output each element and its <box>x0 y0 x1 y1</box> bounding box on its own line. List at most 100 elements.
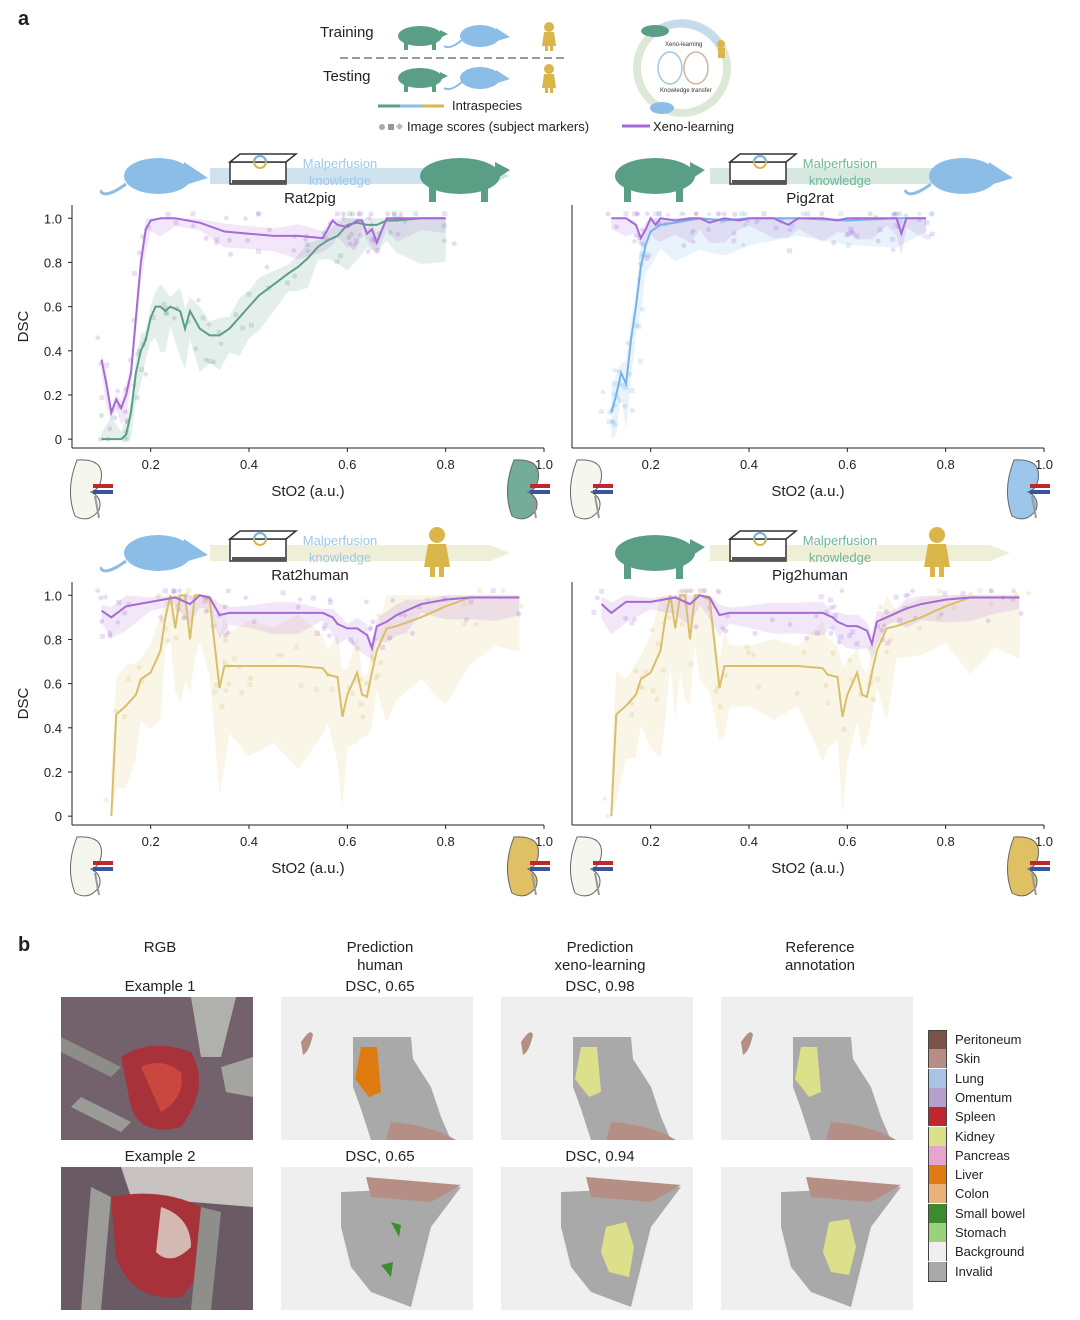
intraspecies-line <box>610 594 1020 817</box>
dsc-ex1-xeno: DSC, 0.98 <box>565 978 635 995</box>
score-marker <box>605 211 611 217</box>
chart-rat2pig: 0 0.2 0.4 0.6 0.8 1.0 0.2 0.4 0.6 0.8 1.0 StO2 (a.u… <box>15 205 553 520</box>
column-header-line: human <box>357 957 403 974</box>
intraspecies-line <box>101 217 446 441</box>
legend-item-kidney: Kidney <box>928 1126 1068 1146</box>
legend-item-liver: Liver <box>928 1165 1068 1185</box>
score-marker <box>255 211 262 217</box>
score-marker <box>142 371 149 378</box>
transfer-header-graphic: Malperfusion knowledge <box>615 153 1013 202</box>
score-marker <box>831 240 837 246</box>
legend-item-stomach: Stomach <box>928 1223 1068 1242</box>
human-icon <box>424 527 450 577</box>
legend-swatch <box>928 1126 947 1146</box>
score-marker <box>378 660 384 666</box>
score-marker <box>846 657 853 663</box>
score-marker <box>985 617 992 624</box>
score-marker <box>358 232 364 238</box>
score-marker <box>929 211 935 217</box>
score-marker <box>160 301 167 307</box>
score-marker <box>652 211 658 217</box>
legend-label: Invalid <box>955 1263 993 1279</box>
score-marker <box>929 231 935 237</box>
knowledge-text-line2: knowledge <box>309 550 371 565</box>
score-marker <box>181 615 187 621</box>
score-marker <box>638 240 644 246</box>
score-marker <box>693 211 699 217</box>
score-marker <box>225 629 231 636</box>
x-tick-label: 0.4 <box>740 834 758 849</box>
kidney-icon <box>1007 459 1050 520</box>
score-marker <box>988 588 994 594</box>
legend-item-skin: Skin <box>928 1049 1068 1069</box>
score-marker <box>613 224 619 230</box>
score-marker <box>951 604 957 611</box>
score-marker <box>157 614 164 620</box>
score-marker <box>305 242 311 248</box>
score-marker <box>697 588 703 594</box>
score-marker <box>291 247 297 254</box>
score-marker <box>891 211 897 217</box>
x-axis-label: StO2 (a.u.) <box>771 483 844 500</box>
score-marker <box>124 436 130 442</box>
score-marker <box>410 630 416 636</box>
score-marker <box>115 619 121 626</box>
score-marker <box>844 232 850 238</box>
score-marker <box>363 598 370 605</box>
legend-swatch <box>928 1203 947 1223</box>
score-marker <box>633 232 639 238</box>
score-marker <box>769 617 775 623</box>
score-marker <box>121 436 127 442</box>
column-header-rgb: RGB <box>143 939 177 956</box>
score-marker <box>897 617 903 623</box>
score-marker <box>242 594 249 601</box>
score-marker <box>682 591 688 597</box>
score-marker <box>401 612 408 619</box>
score-marker <box>392 211 398 217</box>
score-marker <box>893 211 899 217</box>
score-marker <box>838 211 844 217</box>
y-tick-label: 0.8 <box>44 632 62 647</box>
score-marker <box>650 688 656 694</box>
column-header-line: annotation <box>784 957 856 974</box>
score-marker <box>750 652 757 658</box>
score-marker <box>615 368 622 375</box>
score-marker <box>207 358 213 364</box>
legend-item-pancreas: Pancreas <box>928 1145 1068 1165</box>
score-marker <box>688 661 694 667</box>
panel-a-label: a <box>18 8 30 30</box>
legend-swatch <box>928 1107 947 1127</box>
legend-item-omentum: Omentum <box>928 1087 1068 1107</box>
score-marker <box>225 681 232 687</box>
pig-icon <box>420 158 510 202</box>
score-marker <box>335 211 341 217</box>
score-marker <box>909 588 916 594</box>
chart-rat2human: 0 0.2 0.4 0.6 0.8 1.0 0.2 0.4 0.6 0.8 1.0 StO2 (a.u… <box>15 582 553 897</box>
score-marker <box>819 211 825 217</box>
score-marker <box>380 644 386 650</box>
knowledge-text-line1: Malperfusion <box>803 156 877 171</box>
score-marker <box>905 592 912 598</box>
score-marker <box>326 632 333 639</box>
score-marker <box>633 668 639 674</box>
score-marker <box>99 395 105 401</box>
y-tick-label: 0.2 <box>44 388 62 403</box>
score-marker <box>637 358 643 364</box>
score-marker <box>386 634 392 640</box>
score-marker <box>370 619 376 625</box>
score-marker <box>1010 588 1017 594</box>
segmentation-reference-example2 <box>721 1167 913 1310</box>
score-marker <box>256 248 262 254</box>
score-marker <box>185 588 191 594</box>
legend-swatch <box>928 1261 947 1282</box>
score-marker <box>800 211 806 217</box>
book-icon <box>727 530 799 562</box>
score-marker <box>688 588 694 594</box>
score-marker <box>98 412 104 418</box>
score-marker <box>356 211 362 217</box>
legend-label: Omentum <box>955 1089 1013 1105</box>
score-marker <box>825 700 831 706</box>
subject-markers-icon <box>379 122 404 131</box>
score-marker <box>683 588 690 594</box>
score-marker <box>731 238 737 244</box>
